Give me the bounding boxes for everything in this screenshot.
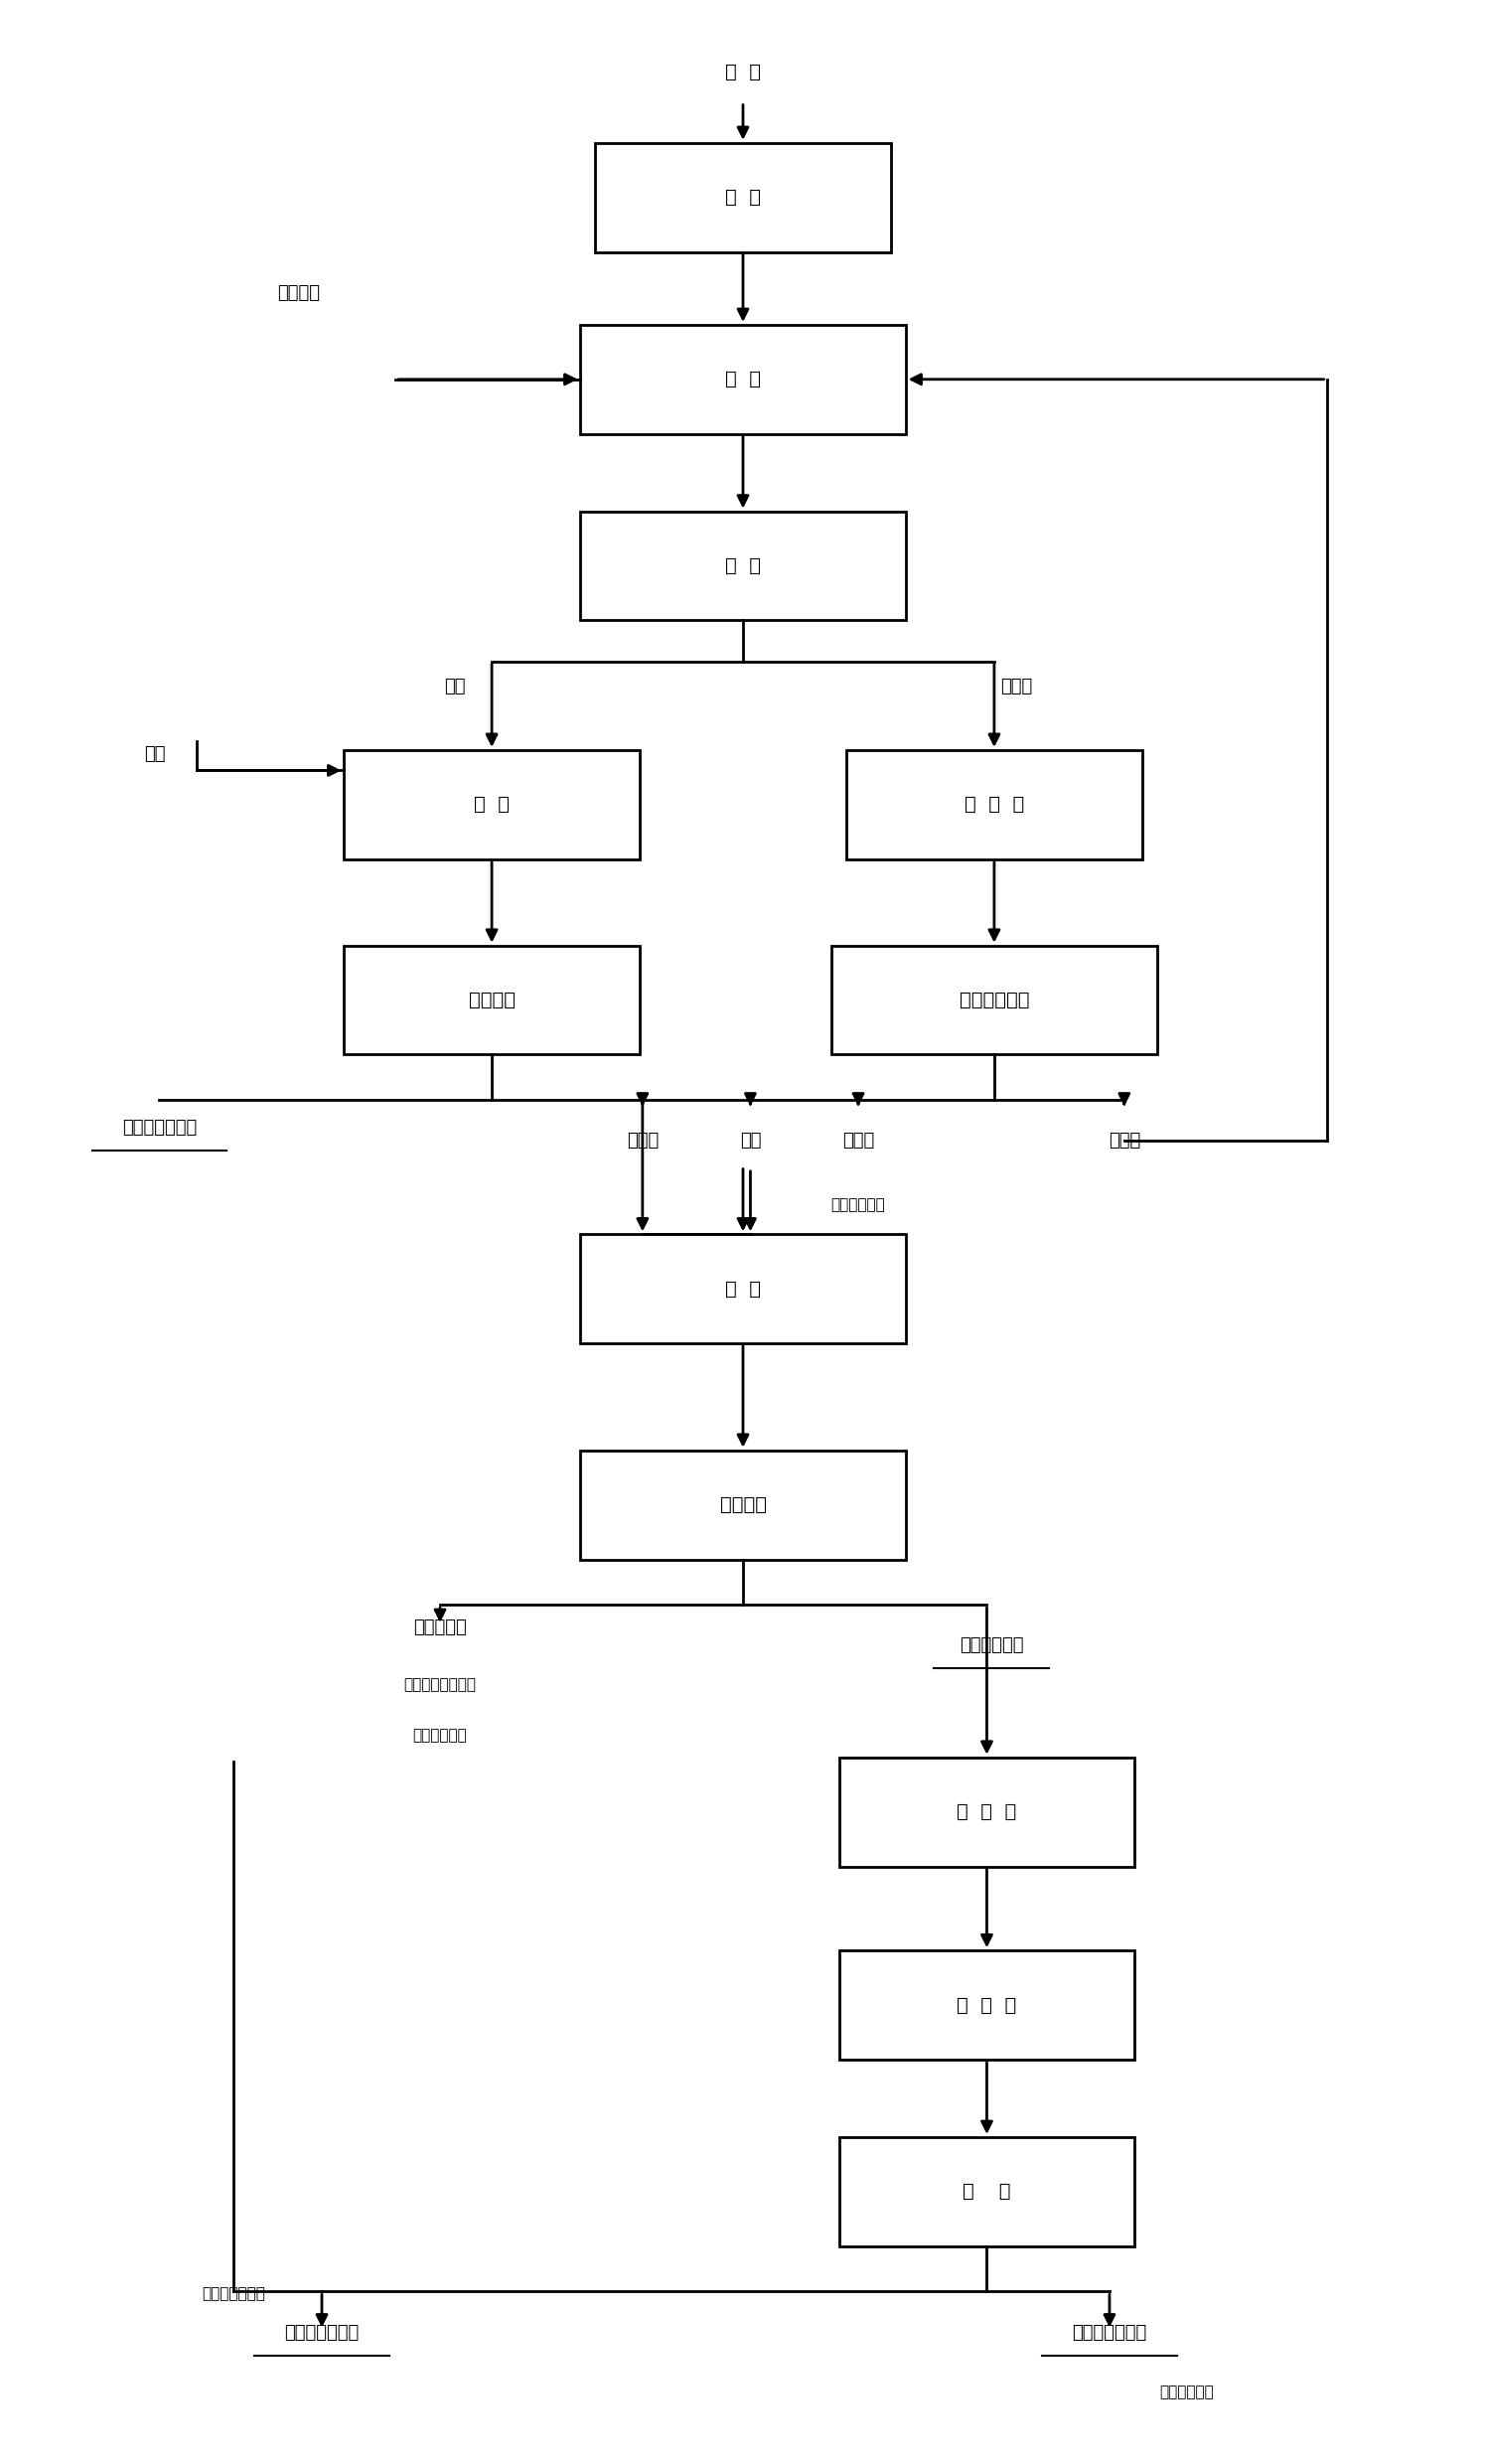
Text: 热  溶  解: 热 溶 解	[957, 1801, 1016, 1821]
Text: 含铅渣: 含铅渣	[843, 1131, 874, 1151]
Text: 二级五水硫酸铜: 二级五水硫酸铜	[1071, 2324, 1147, 2341]
Text: 一次结晶: 一次结晶	[468, 991, 516, 1010]
Text: 硫酸溶液: 硫酸溶液	[278, 283, 319, 303]
Text: 磨  矿: 磨 矿	[725, 187, 761, 207]
Text: 二次重结晶母液: 二次重结晶母液	[284, 2324, 360, 2341]
Text: 三段逆流水洗: 三段逆流水洗	[958, 991, 1030, 1010]
Text: 粗硫酸铜结晶: 粗硫酸铜结晶	[960, 1636, 1024, 1656]
Text: 浓  缩: 浓 缩	[725, 1279, 761, 1299]
Bar	[345, 749, 639, 860]
Bar	[840, 1757, 1135, 1865]
Text: 渣  压  滤: 渣 压 滤	[964, 796, 1024, 813]
Bar	[840, 2136, 1135, 2247]
Bar	[840, 1951, 1135, 2060]
Text: 溶液: 溶液	[444, 678, 465, 695]
Text: 铜  渣: 铜 渣	[725, 64, 761, 81]
Text: 二次结晶: 二次结晶	[719, 1496, 767, 1515]
Text: 浓  缩: 浓 缩	[474, 796, 510, 813]
Text: 收铜、锌、镉: 收铜、锌、镉	[413, 1727, 467, 1742]
Text: 蒸汽: 蒸汽	[144, 747, 166, 764]
Bar	[581, 1234, 905, 1343]
Bar	[581, 325, 905, 434]
Bar	[847, 749, 1141, 860]
Bar	[596, 143, 890, 251]
Text: 一级五水硫酸铜: 一级五水硫酸铜	[122, 1119, 196, 1136]
Text: 含铜液: 含铜液	[1109, 1131, 1140, 1151]
Text: 送锌系统镉工序回: 送锌系统镉工序回	[404, 1678, 477, 1693]
Text: 浸  出: 浸 出	[725, 370, 761, 389]
Text: （入库自用）: （入库自用）	[1159, 2385, 1214, 2400]
Text: （外售或自用）: （外售或自用）	[202, 2287, 265, 2301]
Text: 甩    干: 甩 干	[963, 2183, 1010, 2200]
Text: 重  结  晶: 重 结 晶	[957, 1996, 1016, 2016]
Text: 含铜液: 含铜液	[627, 1131, 658, 1151]
Text: 过  滤: 过 滤	[725, 557, 761, 574]
Bar	[832, 946, 1156, 1055]
Text: 含铜锌镉液: 含铜锌镉液	[413, 1619, 467, 1636]
Bar	[581, 510, 905, 621]
Text: 浸出渣: 浸出渣	[1000, 678, 1033, 695]
Text: （返铅系统）: （返铅系统）	[831, 1198, 886, 1212]
Bar	[581, 1451, 905, 1560]
Bar	[345, 946, 639, 1055]
Text: 蒸汽: 蒸汽	[740, 1131, 761, 1151]
